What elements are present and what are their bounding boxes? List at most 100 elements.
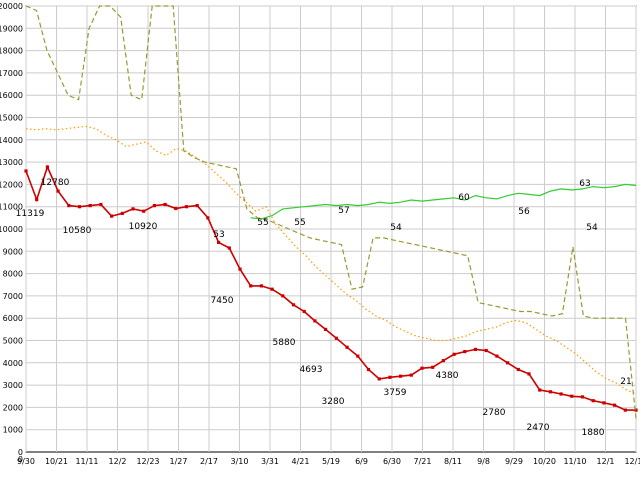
data-label: 10580 (63, 226, 92, 236)
series-marker (420, 366, 424, 370)
series-marker (249, 284, 253, 288)
y-axis-tick-label: 2000 (3, 403, 23, 412)
y-axis-tick-label: 19000 (0, 24, 23, 33)
series-marker (67, 204, 71, 208)
data-label: 21 (620, 377, 631, 387)
series-marker (634, 408, 638, 412)
data-label: 5880 (273, 338, 296, 348)
x-axis-tick-label: 12/1 (597, 457, 615, 466)
x-axis-tick-label: 3/10 (231, 457, 249, 466)
x-axis-tick-label: 1/27 (170, 457, 188, 466)
y-axis-tick-label: 17000 (0, 69, 23, 78)
series-marker (174, 206, 178, 211)
series-marker (324, 327, 328, 331)
x-axis-tick-label: 9/30 (17, 457, 35, 466)
series-marker (24, 169, 28, 173)
series-marker (591, 399, 595, 403)
x-axis-tick-label: 2/17 (200, 457, 218, 466)
data-label: 10920 (129, 222, 158, 232)
x-axis-tick-label: 11/11 (75, 457, 98, 466)
series-marker (559, 392, 563, 396)
series-marker (217, 240, 221, 244)
x-axis-tick-label: 12/2 (109, 457, 127, 466)
series-marker (131, 207, 135, 211)
y-axis-tick-label: 11000 (0, 203, 23, 212)
x-axis-tick-label: 4/21 (292, 457, 310, 466)
x-axis-tick-label: 10/20 (533, 457, 556, 466)
data-label: 56 (518, 207, 530, 217)
series-marker (120, 211, 124, 215)
data-label: 4380 (436, 371, 459, 381)
series-marker (580, 395, 585, 399)
x-axis-tick-label: 5/19 (322, 457, 340, 466)
series-marker (527, 372, 531, 376)
series-marker (388, 375, 392, 379)
series-marker (623, 408, 627, 412)
series-marker (206, 216, 210, 220)
data-label: 63 (579, 179, 590, 189)
series-marker (548, 390, 552, 394)
y-axis-tick-label: 12000 (0, 180, 23, 189)
x-axis-tick-label: 3/31 (261, 457, 279, 466)
series-line-olive-dashed-series (25, 5, 637, 419)
series-marker (463, 350, 467, 354)
series-marker (56, 189, 60, 193)
data-label: 60 (458, 193, 470, 203)
y-axis-tick-label: 1000 (3, 426, 23, 435)
series-marker (281, 294, 285, 298)
y-axis-tick-label: 5000 (3, 337, 23, 346)
series-marker (35, 198, 39, 202)
data-label: 57 (338, 206, 349, 216)
x-axis-tick-label: 12/15 (624, 457, 640, 466)
x-axis-tick-label: 11/10 (563, 457, 586, 466)
y-axis-tick-label: 3000 (3, 381, 23, 390)
y-axis-tick-label: 14000 (0, 136, 23, 145)
series-marker (88, 204, 92, 208)
series-marker (441, 359, 445, 363)
series-marker (152, 204, 156, 208)
series-marker (377, 377, 381, 381)
series-marker (345, 345, 349, 349)
data-label: 55 (257, 218, 268, 228)
x-axis-tick-label: 7/21 (414, 457, 432, 466)
data-label: 2470 (527, 423, 550, 433)
x-axis-tick-label: 12/23 (136, 457, 159, 466)
series-marker (516, 367, 520, 372)
series-marker (452, 352, 456, 356)
series-marker (302, 309, 306, 314)
series-marker (163, 202, 167, 207)
data-label: 7450 (211, 296, 234, 306)
series-line-red-series (25, 164, 636, 411)
series-marker (45, 165, 49, 169)
x-axis-tick-label: 9/8 (477, 457, 490, 466)
series-marker (495, 354, 499, 358)
series-marker (195, 204, 199, 208)
y-axis-tick-label: 10000 (0, 225, 23, 234)
series-marker (291, 303, 296, 307)
data-label: 54 (390, 223, 402, 233)
data-label: 11319 (16, 209, 45, 219)
series-marker (110, 214, 114, 218)
series-marker (184, 205, 189, 209)
y-axis-tick-label: 0 (18, 448, 23, 457)
data-label: 3759 (384, 388, 407, 398)
series-marker (473, 347, 478, 351)
series-marker (238, 267, 242, 271)
series-marker (77, 205, 82, 209)
series-marker (538, 388, 542, 392)
data-label: 2780 (483, 408, 506, 418)
y-axis-tick-label: 9000 (3, 247, 23, 256)
series-marker (613, 403, 617, 407)
y-axis-tick-label: 16000 (0, 91, 23, 100)
y-axis-tick-label: 6000 (3, 314, 23, 323)
series-marker (99, 202, 103, 207)
series-marker (602, 401, 606, 405)
y-axis-tick-label: 4000 (3, 359, 23, 368)
series-marker (484, 348, 488, 353)
y-axis-tick-label: 7000 (3, 292, 23, 301)
series-marker (227, 246, 231, 250)
series-line-green-series (250, 183, 637, 220)
y-axis-tick-label: 13000 (0, 158, 23, 167)
